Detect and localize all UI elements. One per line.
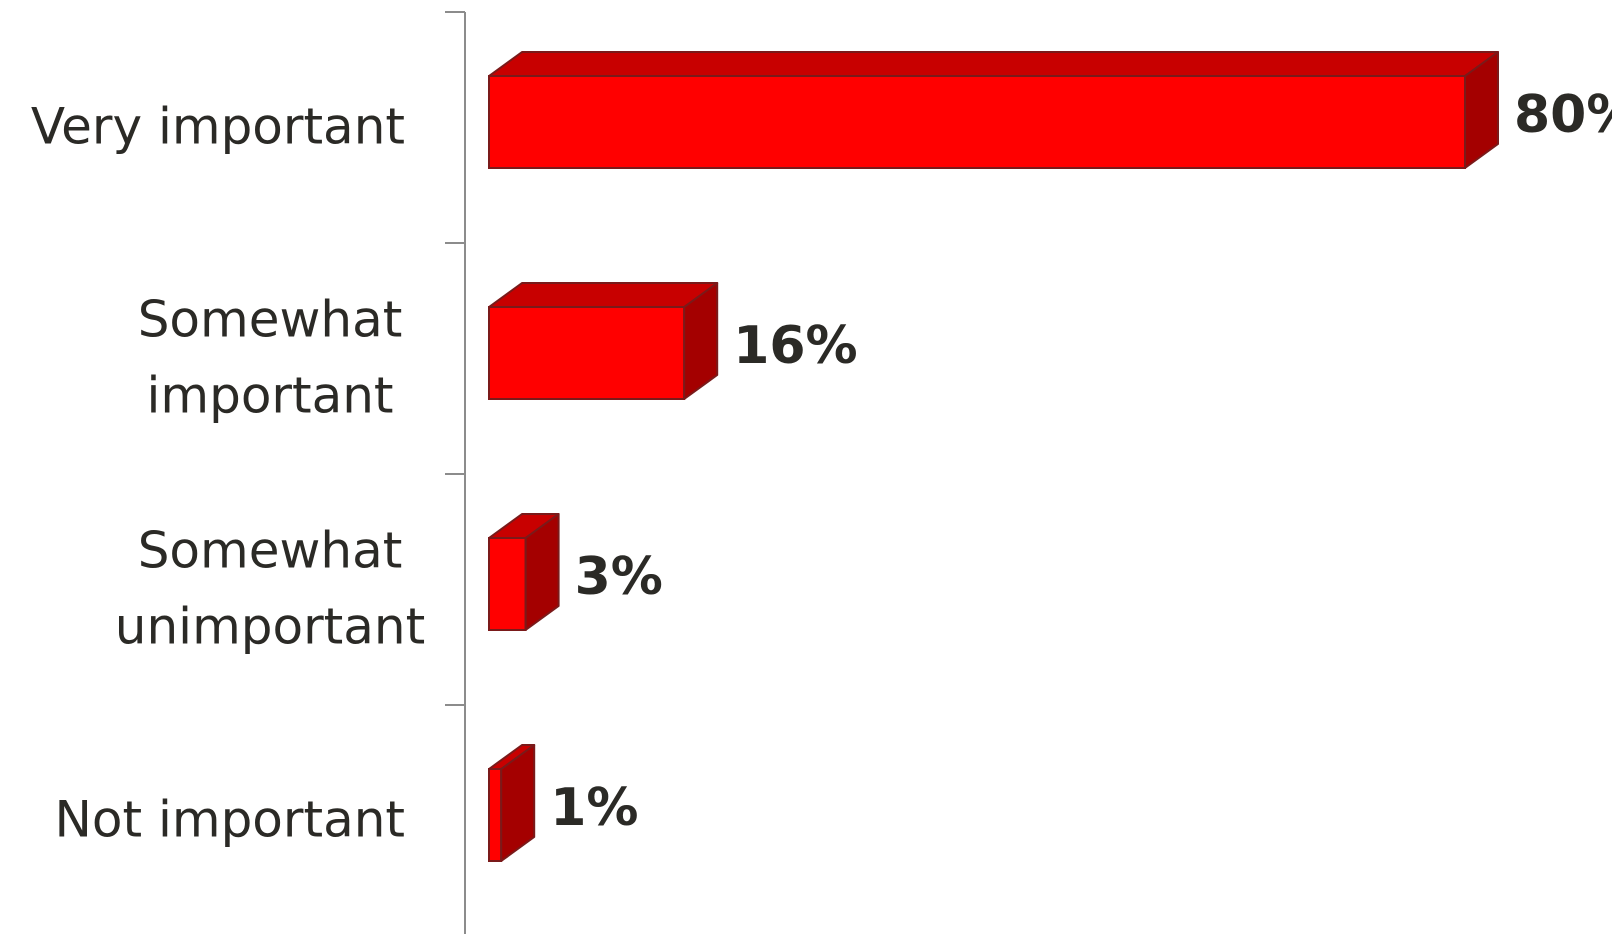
tick-label-line: unimportant xyxy=(115,598,425,656)
bar-side xyxy=(1464,51,1499,169)
data-label: 16% xyxy=(733,316,857,376)
bar xyxy=(488,282,719,400)
tick-label: Not important xyxy=(54,791,405,849)
data-label: 80% xyxy=(1514,85,1612,145)
bar-side xyxy=(524,513,560,631)
bar-front xyxy=(488,75,1466,169)
tick-label-line: Somewhat xyxy=(138,291,403,349)
tick-label: Very important xyxy=(31,98,405,156)
bar-front xyxy=(488,306,686,400)
bars xyxy=(488,51,1499,862)
tick-label: Somewhat unimportant xyxy=(115,522,425,656)
bar-side xyxy=(500,744,536,862)
tick-label-line: Not important xyxy=(54,791,405,849)
category-labels: Very important Somewhat important Somewhat u… xyxy=(31,98,425,849)
tick-label-line: important xyxy=(146,367,393,425)
bar xyxy=(488,513,560,631)
tick-label-line: Somewhat xyxy=(138,522,403,580)
data-label: 1% xyxy=(550,778,638,838)
bar xyxy=(488,744,536,862)
tick-label: Somewhat important xyxy=(138,291,403,425)
bar-side xyxy=(683,282,719,400)
bar-top xyxy=(488,51,1499,77)
bar-front xyxy=(488,537,527,631)
tick-label-line: Very important xyxy=(31,98,405,156)
data-label: 3% xyxy=(575,547,663,607)
value-labels: 80% 16% 3% 1% xyxy=(550,85,1612,838)
axis-ticks xyxy=(445,11,465,706)
bar-top xyxy=(488,282,719,308)
bar-front xyxy=(488,768,503,862)
bar xyxy=(488,51,1499,169)
